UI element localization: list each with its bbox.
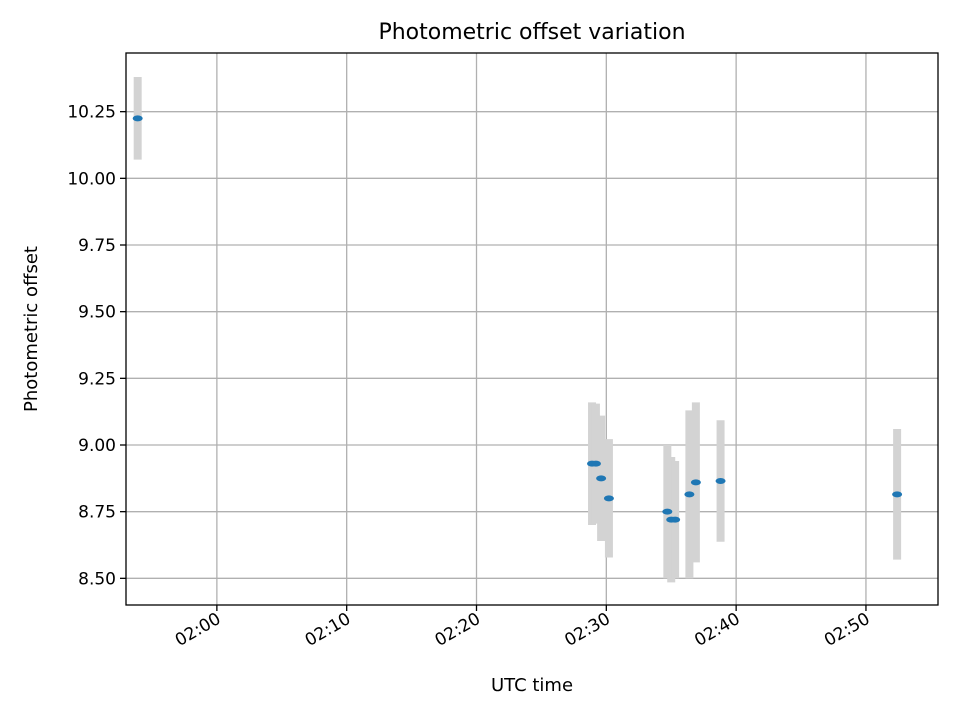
data-point [590, 460, 601, 467]
y-tick-label: 10.00 [67, 169, 116, 189]
data-point [684, 491, 695, 498]
x-tick-label: 02:40 [691, 609, 743, 651]
data-point [132, 115, 143, 122]
tick-layer: 02:00 02:10 02:20 02:30 02:40 02:50 8.50 8.75 9.… [67, 103, 873, 651]
y-tick-label: 10.25 [67, 103, 116, 123]
chart-title: Photometric offset variation [378, 20, 685, 45]
y-tick-label: 8.75 [78, 503, 116, 523]
grid-layer [126, 53, 938, 605]
data-point [690, 479, 701, 486]
y-tick-label: 9.25 [78, 369, 116, 389]
y-tick-label: 8.50 [78, 569, 116, 589]
x-axis-label: UTC time [491, 675, 573, 696]
data-point [715, 478, 726, 484]
y-tick-label: 9.75 [78, 236, 116, 256]
data-point [596, 475, 607, 482]
y-tick-label: 9.00 [78, 436, 116, 456]
y-axis-label: Photometric offset [21, 246, 42, 412]
data-point [662, 508, 673, 515]
x-tick-label: 02:20 [432, 609, 484, 651]
x-tick-label: 02:00 [172, 609, 224, 651]
y-tick-label: 9.50 [78, 303, 116, 323]
x-tick-label: 02:30 [561, 609, 613, 651]
x-tick-label: 02:10 [302, 609, 354, 651]
data-point [892, 491, 903, 498]
data-point [670, 516, 681, 523]
marker-layer [132, 115, 903, 523]
x-tick-label: 02:50 [821, 609, 873, 651]
plot-frame [125, 52, 939, 606]
data-point [603, 495, 614, 502]
errorbar-layer [133, 77, 902, 583]
